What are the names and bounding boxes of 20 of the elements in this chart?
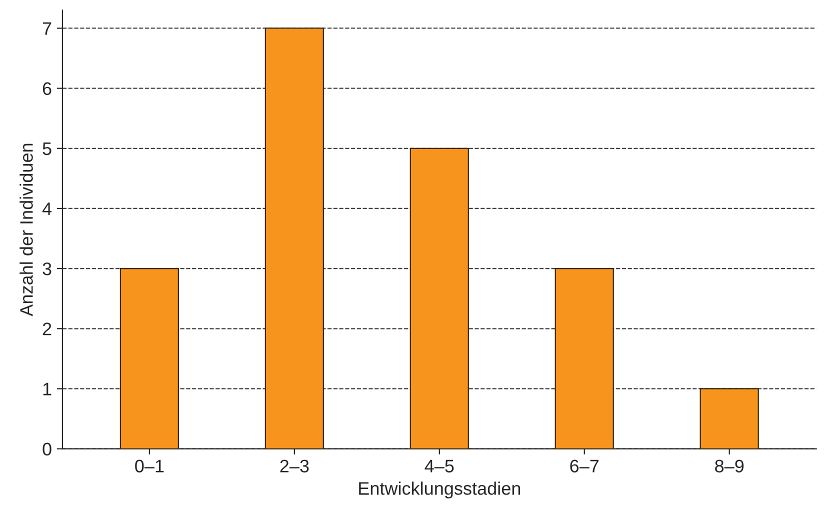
y-tick-label: 5 <box>42 142 52 156</box>
y-tick-label: 0 <box>42 442 52 456</box>
y-tick-label: 4 <box>42 202 52 216</box>
y-axis-title: Anzahl der Individuen <box>20 144 33 316</box>
y-tick-label: 3 <box>42 262 52 276</box>
bar <box>700 388 759 449</box>
x-tick-label: 8–9 <box>715 460 744 472</box>
y-tick-label: 6 <box>42 82 52 96</box>
bar <box>410 148 469 449</box>
bar <box>264 28 324 449</box>
y-tick-label: 7 <box>42 22 52 35</box>
y-tick-label: 2 <box>42 322 52 336</box>
bar <box>554 268 614 449</box>
bar <box>120 268 180 449</box>
x-tick-label: 2–3 <box>280 460 309 472</box>
x-tick-label: 6–7 <box>570 460 599 472</box>
y-tick-label: 1 <box>43 382 52 396</box>
x-tick-label: 0–1 <box>135 460 164 472</box>
x-tick-label: 4–5 <box>424 460 454 472</box>
x-axis-title: Entwicklungsstadien <box>359 482 520 498</box>
